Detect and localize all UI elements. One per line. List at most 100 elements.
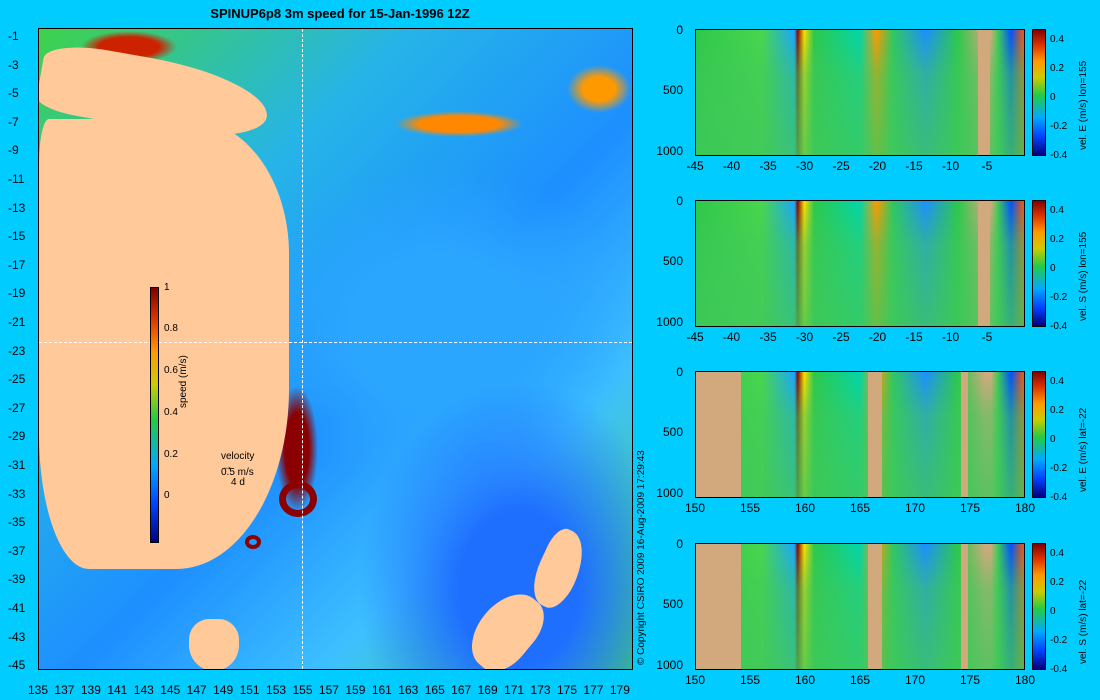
map-lat-tick: -41	[8, 601, 26, 615]
map-lat-tick: -7	[8, 114, 19, 129]
speed-tick: 1	[164, 282, 170, 293]
panel-y-tick: 1000	[656, 144, 683, 158]
panel-land	[868, 372, 882, 497]
velocity-key-speed: 0.5 m/s	[221, 467, 254, 478]
panel-x-tick: 175	[959, 501, 981, 515]
map-lat-tick: -27	[8, 400, 26, 415]
panel-x-tick: 170	[904, 501, 926, 515]
map-lat-tick: -35	[8, 515, 26, 530]
speed-colorbar-label: speed (m/s)	[178, 355, 189, 408]
panel-colorbar-tick: 0.4	[1050, 548, 1064, 559]
map-lon-tick: 179	[609, 683, 630, 697]
map-lat-tick: -19	[8, 286, 26, 301]
panel-x-tick: -35	[759, 330, 777, 344]
section-panel	[695, 200, 1025, 327]
panel-colorbar-tick: -0.2	[1050, 121, 1068, 132]
map-lat-tick: -33	[8, 486, 26, 501]
map-lon-tick: 169	[477, 683, 498, 697]
panel-x-tick: 150	[684, 673, 706, 687]
panel-colorbar-tick: -0.4	[1050, 321, 1068, 332]
panel-colorbar-tick: -0.4	[1050, 150, 1068, 161]
map-lon-tick: 163	[398, 683, 419, 697]
panel-colorbar-tick: 0	[1050, 606, 1056, 617]
panel-colorbar-tick: 0	[1050, 263, 1056, 274]
panel-x-tick: -5	[981, 330, 993, 344]
map-lon-tick: 153	[266, 683, 287, 697]
panel-x-tick: -20	[868, 330, 887, 344]
panel-x-tick: 160	[794, 673, 816, 687]
chart-title: SPINUP6p8 3m speed for 15-Jan-1996 12Z	[210, 6, 470, 21]
panel-y-tick: 1000	[656, 315, 683, 329]
panel-land	[696, 544, 741, 669]
velocity-key-arrow-icon: →	[221, 459, 233, 473]
panel-x-tick: -35	[759, 159, 777, 173]
panel-land	[978, 201, 990, 326]
panel-x-tick: 155	[739, 501, 761, 515]
eddy-ring	[279, 481, 317, 517]
land-tasmania	[189, 619, 239, 669]
map-lat-tick: -25	[8, 372, 26, 387]
map-lon-tick: 173	[530, 683, 551, 697]
panel-y-tick: 0	[676, 194, 683, 208]
panel-x-tick: 175	[959, 673, 981, 687]
map-lat-tick: -21	[8, 315, 26, 329]
map-lat-tick: -39	[8, 572, 26, 587]
panel-colorbar-tick: -0.4	[1050, 664, 1068, 675]
panel-shading	[696, 544, 1024, 669]
panel-x-tick: 155	[739, 673, 761, 687]
velocity-key-days: 4 d	[231, 477, 245, 488]
panel-y-tick: 500	[662, 83, 683, 97]
panel-y-tick: 500	[662, 254, 683, 268]
map-lat-tick: -23	[8, 343, 26, 358]
panel-x-tick: -25	[832, 159, 850, 173]
speed-tick: 0.4	[164, 407, 178, 418]
crosshair-lon	[302, 29, 303, 669]
map-lon-tick: 145	[160, 683, 181, 697]
map-lon-tick: 141	[107, 683, 128, 697]
panel-x-tick: 160	[794, 501, 816, 515]
panel-y-tick: 1000	[656, 486, 683, 500]
map-lon-tick: 149	[213, 683, 234, 697]
section-panel	[695, 29, 1025, 156]
map-lat-tick: -45	[8, 658, 26, 673]
panel-y-tick: 0	[676, 23, 683, 37]
speed-tick: 0.6	[164, 365, 178, 376]
panel-colorbar-label: vel. E (m/s) lon=155	[1078, 60, 1089, 150]
panel-y-tick: 0	[676, 365, 683, 379]
map-lon-tick: 175	[556, 683, 578, 697]
crosshair-lat	[39, 342, 632, 343]
map-lon-tick: 159	[345, 683, 366, 697]
panel-shading	[696, 30, 1024, 155]
map-lat-tick: -11	[8, 172, 25, 186]
map-lat-tick: -17	[8, 257, 26, 272]
panel-colorbar-tick: 0.2	[1050, 63, 1064, 74]
panel-colorbar-label: vel. S (m/s) lat=-22	[1078, 579, 1089, 664]
map-lon-tick: 177	[583, 683, 604, 697]
panel-y-tick: 500	[662, 597, 683, 611]
map-lon-tick: 167	[451, 683, 472, 697]
panel-colorbar	[1032, 543, 1046, 670]
panel-x-tick: 180	[1014, 501, 1036, 515]
panel-colorbar-tick: 0	[1050, 92, 1056, 103]
panel-x-tick: 150	[684, 501, 706, 515]
map-lon-tick: 171	[504, 683, 525, 697]
speed-tick: 0.8	[164, 323, 178, 334]
panel-colorbar-label: vel. S (m/s) lon=155	[1078, 231, 1089, 321]
panel-y-tick: 500	[662, 425, 683, 439]
map-lon-tick: 139	[80, 683, 101, 697]
panel-colorbar	[1032, 200, 1046, 327]
panel-x-tick: -40	[722, 330, 741, 344]
map-lon-tick: 155	[292, 683, 313, 697]
panel-x-tick: -20	[868, 159, 887, 173]
panel-land	[961, 544, 968, 669]
panel-colorbar-label: vel. E (m/s) lat=-22	[1078, 407, 1089, 492]
panel-x-tick: 170	[904, 673, 926, 687]
panel-colorbar-tick: 0.4	[1050, 34, 1064, 45]
map-lon-tick: 157	[318, 683, 339, 697]
panel-x-tick: -10	[941, 159, 960, 173]
panel-colorbar-tick: 0.2	[1050, 234, 1064, 245]
panel-land	[868, 544, 882, 669]
panel-shading	[696, 201, 1024, 326]
map-lat-tick: -37	[8, 543, 26, 558]
panel-colorbar	[1032, 371, 1046, 498]
